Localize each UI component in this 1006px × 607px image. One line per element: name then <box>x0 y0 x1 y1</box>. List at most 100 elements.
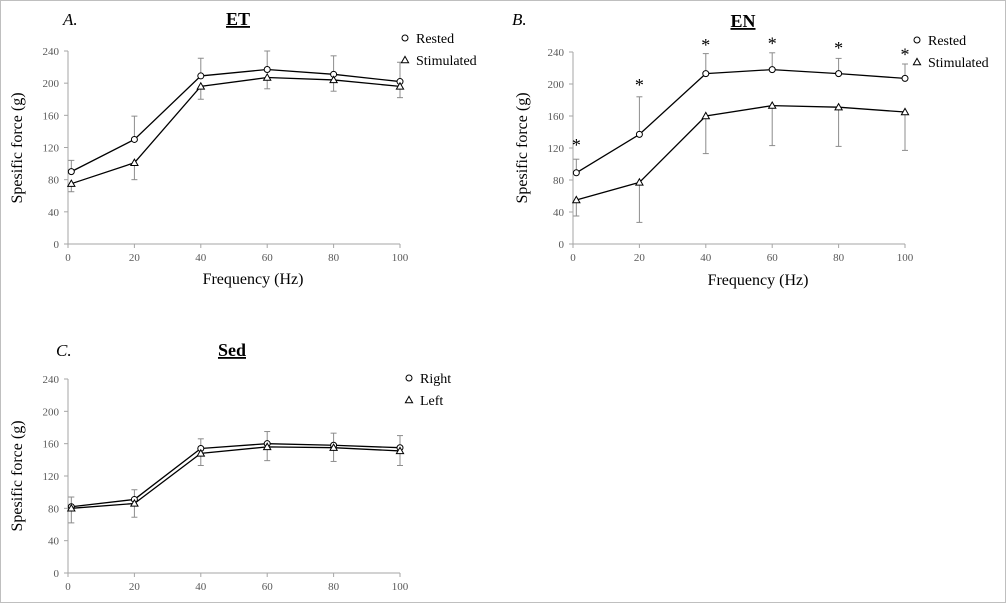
x-tick-label: 60 <box>767 252 779 264</box>
data-point <box>572 169 580 177</box>
x-tick-label: 40 <box>195 581 207 593</box>
chart-panel-0: 0 40 80 120 160 200 240 0 20 40 60 80 100 A. ET Spesifi… <box>9 9 477 288</box>
chart-panel-2: 0 40 80 120 160 200 240 0 20 40 60 80 100 C. Sed Spesif… <box>9 340 451 593</box>
x-tick-label: 100 <box>897 252 914 264</box>
y-tick-label: 120 <box>43 143 60 155</box>
legend-label: Right <box>420 372 451 387</box>
y-tick-label: 200 <box>43 78 60 90</box>
series-line-0 <box>71 68 401 173</box>
data-point <box>834 102 844 111</box>
significance-marker: * <box>768 33 777 53</box>
x-tick-label: 20 <box>129 581 141 593</box>
data-point <box>395 81 405 90</box>
y-tick-label: 200 <box>548 79 565 91</box>
data-point <box>263 65 271 73</box>
y-tick-label: 160 <box>43 439 60 451</box>
legend-label: Left <box>420 394 443 409</box>
significance-marker: * <box>572 135 581 155</box>
x-tick-label: 80 <box>328 252 340 264</box>
data-point <box>66 179 76 187</box>
data-point <box>66 503 76 512</box>
y-tick-label: 80 <box>48 503 60 515</box>
data-point <box>262 442 272 451</box>
series-line-1 <box>71 446 401 509</box>
data-point <box>835 70 843 78</box>
data-point <box>900 107 910 116</box>
data-point <box>901 74 909 82</box>
x-tick-label: 100 <box>392 252 409 264</box>
y-tick-label: 80 <box>553 175 565 187</box>
panel-letter: C. <box>56 341 72 360</box>
legend-label: Stimulated <box>416 54 477 69</box>
data-point <box>196 448 206 457</box>
y-tick-label: 0 <box>559 239 565 251</box>
significance-marker: * <box>834 38 843 58</box>
y-tick-label: 200 <box>43 406 60 418</box>
data-point <box>262 72 272 81</box>
panel-title: ET <box>226 9 250 29</box>
legend-label: Stimulated <box>928 56 989 71</box>
x-tick-label: 20 <box>634 252 646 264</box>
panel-title: EN <box>730 11 755 31</box>
legend-label: Rested <box>416 32 454 47</box>
panel-letter: A. <box>62 10 78 29</box>
legend-marker <box>400 55 410 64</box>
x-tick-label: 80 <box>328 581 340 593</box>
data-point <box>768 66 776 74</box>
legend-marker <box>401 34 409 42</box>
x-tick-label: 0 <box>570 252 576 264</box>
legend-marker <box>405 374 413 382</box>
y-tick-label: 240 <box>43 374 60 386</box>
y-tick-label: 40 <box>48 536 60 548</box>
data-point <box>635 130 643 138</box>
legend-marker <box>912 57 922 66</box>
panel-title: Sed <box>218 340 246 360</box>
x-tick-label: 20 <box>129 252 141 264</box>
y-tick-label: 40 <box>48 207 60 219</box>
data-point <box>129 498 139 507</box>
x-tick-label: 0 <box>65 581 71 593</box>
y-tick-label: 240 <box>43 46 60 58</box>
x-tick-label: 0 <box>65 252 71 264</box>
y-axis-label: Spesific force (g) <box>9 92 26 203</box>
legend-label: Rested <box>928 34 966 49</box>
significance-marker: * <box>901 45 910 65</box>
data-point <box>129 158 139 166</box>
y-tick-label: 40 <box>553 207 565 219</box>
x-tick-label: 40 <box>195 252 207 264</box>
data-point <box>702 70 710 78</box>
data-point <box>197 72 205 80</box>
y-tick-label: 0 <box>54 239 60 251</box>
y-axis-label: Spesific force (g) <box>9 420 26 531</box>
panel-letter: B. <box>512 10 527 29</box>
data-point <box>571 195 581 204</box>
series-line-0 <box>71 443 401 508</box>
data-point <box>329 443 339 451</box>
data-point <box>634 177 644 186</box>
x-axis-label: Frequency (Hz) <box>708 272 809 289</box>
x-tick-label: 80 <box>833 252 845 264</box>
data-point <box>130 135 138 143</box>
x-tick-label: 60 <box>262 252 274 264</box>
data-point <box>701 111 711 120</box>
data-point <box>196 81 206 90</box>
data-point <box>767 100 777 109</box>
significance-marker: * <box>701 35 710 55</box>
series-line-1 <box>71 76 401 185</box>
data-point <box>329 75 339 84</box>
y-tick-label: 160 <box>548 111 565 123</box>
y-tick-label: 120 <box>43 471 60 483</box>
y-tick-label: 240 <box>548 47 565 59</box>
chart-panel-1: 0 40 80 120 160 200 240 0 20 40 60 80 100 B. EN Spesifi… <box>512 10 989 289</box>
y-tick-label: 80 <box>48 175 60 187</box>
series-line-0 <box>575 68 906 174</box>
x-tick-label: 100 <box>392 581 409 593</box>
legend-marker <box>404 395 414 404</box>
y-tick-label: 120 <box>548 143 565 155</box>
x-tick-label: 60 <box>262 581 274 593</box>
data-point <box>67 168 75 176</box>
x-tick-label: 40 <box>700 252 712 264</box>
y-tick-label: 160 <box>43 110 60 122</box>
